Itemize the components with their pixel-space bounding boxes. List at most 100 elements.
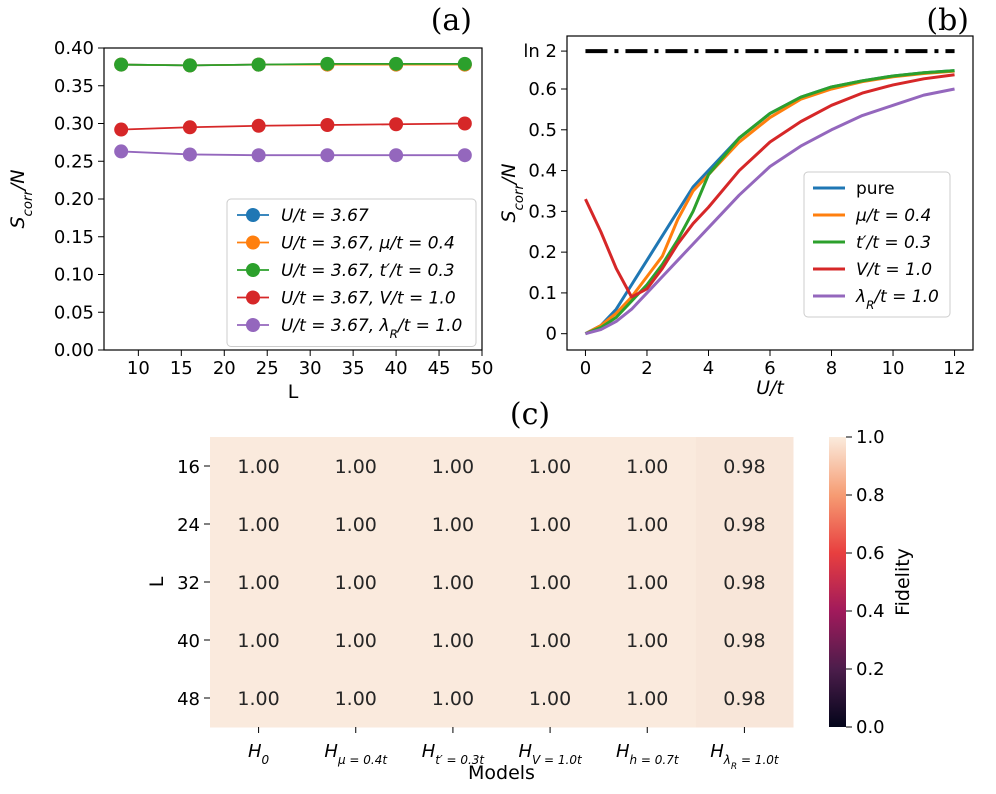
series-point [389, 148, 404, 163]
cell-value: 1.00 [432, 456, 474, 478]
heatmap-cell [695, 611, 794, 670]
heatmap-cell [307, 611, 405, 670]
heatmap-cell [404, 553, 502, 612]
cell-value: 0.98 [723, 572, 765, 594]
series-point [320, 148, 335, 163]
series-point [320, 56, 335, 71]
cell-value: 1.00 [529, 514, 571, 536]
series-line [121, 122, 465, 131]
heatmap-cell [210, 553, 308, 612]
x-axis-label: L [288, 381, 299, 403]
heatmap-cell [695, 495, 794, 554]
cell-value: 1.00 [237, 630, 279, 652]
x-tick-label: 4 [703, 358, 714, 379]
x-axis-label: U/t [756, 377, 785, 399]
cell-value: 1.00 [626, 572, 668, 594]
x-axis-label: Models [468, 762, 535, 784]
y-tick-label: 0.10 [54, 265, 94, 286]
heatmap-cell [501, 669, 600, 728]
y-tick-label: 48 [177, 689, 200, 710]
legend-label: U/t = 3.67, λR/t = 1.0 [281, 316, 462, 341]
series-point [389, 117, 404, 132]
y-tick-label: 0.3 [528, 201, 557, 222]
x-tick-label: 45 [428, 358, 451, 379]
series-point [251, 118, 266, 133]
x-tick-label: 40 [385, 358, 408, 379]
heatmap-cell [307, 437, 405, 496]
y-tick-label: 0.20 [54, 189, 94, 210]
cell-value: 1.00 [626, 456, 668, 478]
y-tick-label: ln 2 [523, 41, 557, 62]
x-tick-label: 0 [580, 358, 591, 379]
x-tick-label: 10 [882, 358, 905, 379]
cell-value: 1.00 [335, 688, 377, 710]
x-tick-label: 6 [764, 358, 775, 379]
y-tick-label: 0.35 [54, 76, 94, 97]
heatmap-cell [307, 553, 405, 612]
y-tick-label: 32 [177, 573, 200, 594]
series-point [182, 58, 197, 73]
x-tick-label: Hμ = 0.4t [324, 741, 388, 767]
x-tick-label: 2 [641, 358, 652, 379]
series-line [584, 73, 955, 299]
legend-label: pure [856, 179, 895, 199]
y-tick-label: 40 [177, 631, 200, 652]
heatmap-cell [598, 495, 697, 554]
heatmap-cell [501, 437, 600, 496]
heatmap-cell [210, 669, 308, 728]
colorbar-tick-label: 0.2 [856, 659, 885, 680]
heatmap-cell [598, 611, 697, 670]
colorbar-tick-label: 0.4 [856, 601, 885, 622]
series-point [457, 56, 472, 71]
legend-box [803, 171, 951, 318]
cell-value: 1.00 [432, 630, 474, 652]
cell-value: 0.98 [723, 630, 765, 652]
series-line [121, 150, 465, 157]
series-point [114, 122, 129, 137]
legend-marker [246, 290, 260, 305]
x-tick-label: 10 [127, 358, 150, 379]
legend-label: U/t = 3.67, t′/t = 0.3 [281, 261, 455, 281]
y-tick-label: 0.15 [54, 227, 94, 248]
y-tick-label: 0.1 [528, 283, 557, 304]
cell-value: 0.98 [723, 688, 765, 710]
y-tick-label: 0.00 [54, 340, 94, 361]
legend-label: U/t = 3.67, μ/t = 0.4 [281, 234, 455, 254]
x-tick-label: Hh = 0.7t [616, 741, 680, 767]
x-tick-label: Ht′ = 0.3t [422, 741, 486, 767]
legend-marker [246, 208, 260, 222]
series-point [251, 57, 266, 72]
x-tick-label: 8 [826, 358, 837, 379]
heatmap-cell [307, 669, 405, 728]
x-tick-label: 50 [471, 358, 494, 379]
y-tick-label: 0.30 [54, 114, 94, 135]
series-point [251, 148, 266, 163]
y-tick-label: 0.25 [54, 151, 94, 172]
panel-a: 10 15 20 25 30 35 40 45 50 0.00 0.05 0.10 0.15 0.20 0.… [7, 3, 493, 403]
x-tick-label: 30 [299, 358, 322, 379]
series-point [457, 116, 472, 131]
legend-box [226, 198, 477, 347]
heatmap-cell [598, 437, 697, 496]
panel-label: (c) [510, 397, 550, 432]
cell-value: 1.00 [237, 688, 279, 710]
x-tick-label: H0 [248, 741, 270, 767]
heatmap-cell [501, 553, 600, 612]
y-tick-label: 0.4 [528, 161, 557, 182]
series-point [457, 148, 472, 163]
legend-marker [246, 263, 260, 277]
panel-b: 0 2 4 6 8 10 12 0 0.1 0.2 0.3 0.4 0.5 0.6 ln 2 U/t Scorr… [498, 3, 974, 399]
x-tick-label: 12 [943, 358, 966, 379]
panel-c: (c) 1.00 1.00 1.00 1.00 1.00 0.98 1.00 1.00 1.00 1… [146, 397, 914, 784]
cell-value: 1.00 [432, 572, 474, 594]
panel-label: (a) [431, 3, 472, 38]
heatmap-cell [598, 553, 697, 612]
y-tick-label: 0.40 [54, 38, 94, 59]
heatmap-cell [404, 611, 502, 670]
y-tick-label: 24 [177, 515, 200, 536]
cell-value: 1.00 [237, 514, 279, 536]
y-tick-label: 0.05 [54, 302, 94, 323]
legend-label: V/t = 1.0 [856, 260, 932, 280]
cell-value: 1.00 [335, 630, 377, 652]
cell-value: 1.00 [432, 688, 474, 710]
